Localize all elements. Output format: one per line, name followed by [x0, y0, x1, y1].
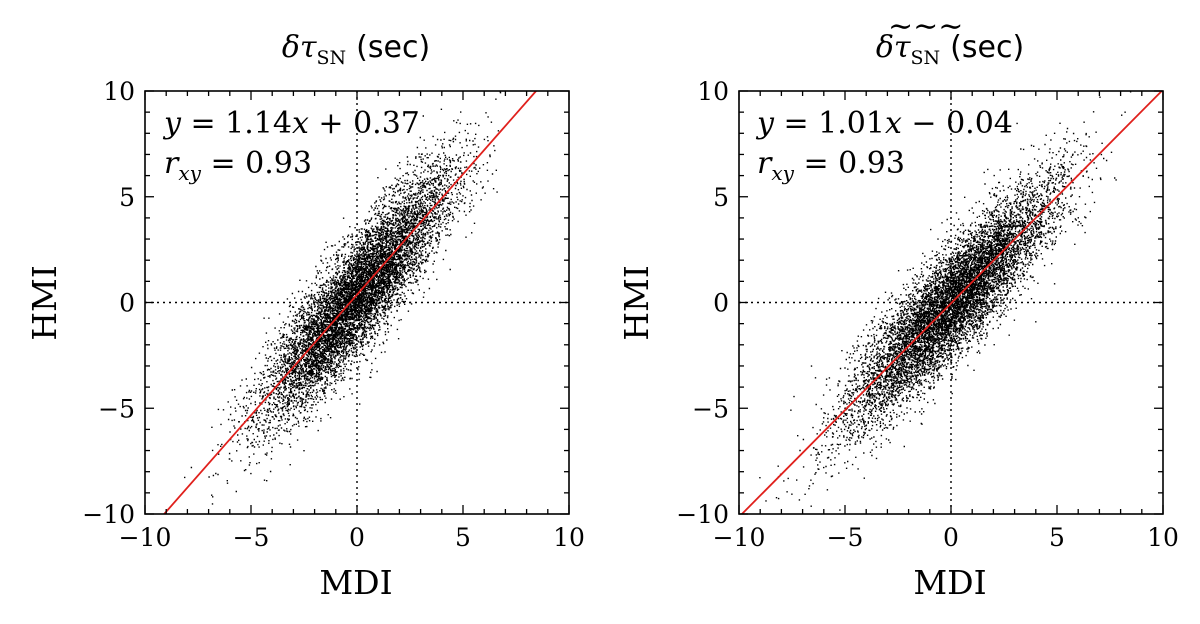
x-tick-label: 0 — [943, 523, 959, 552]
y-tick-label: −10 — [676, 500, 729, 529]
scatter-points — [759, 91, 1132, 511]
x-axis-label: MDI — [319, 563, 392, 602]
plot-area — [738, 90, 1164, 515]
plot-area — [144, 90, 570, 515]
x-tick-label: 5 — [1049, 523, 1065, 552]
axis-ticks — [144, 90, 570, 515]
x-axis-label: MDI — [913, 563, 986, 602]
y-tick-label: 0 — [119, 289, 135, 318]
y-tick-label: 0 — [713, 289, 729, 318]
correlation-label: rxy = 0.93 — [164, 146, 312, 185]
y-tick-label: 5 — [119, 183, 135, 212]
x-tick-label: −10 — [119, 523, 172, 552]
x-tick-label: 5 — [455, 523, 471, 552]
y-tick-label: 10 — [697, 77, 729, 106]
x-tick-label: −5 — [827, 523, 864, 552]
y-tick-label: −5 — [98, 394, 135, 423]
x-tick-label: 10 — [1147, 523, 1179, 552]
y-tick-label: −5 — [692, 394, 729, 423]
axis-ticks — [738, 90, 1164, 515]
panel-title: δτSN (sec) — [282, 30, 430, 69]
x-tick-label: 0 — [349, 523, 365, 552]
correlation-label: rxy = 0.93 — [757, 146, 905, 185]
fit-line — [163, 90, 537, 515]
panel-title: δτSN (sec) — [876, 30, 1024, 69]
x-tick-label: −10 — [713, 523, 766, 552]
y-tick-label: 5 — [713, 183, 729, 212]
y-tick-label: 10 — [103, 77, 135, 106]
x-tick-label: 10 — [553, 523, 585, 552]
scatter-panel-right: δτSN (sec) ∼∼∼ y = 1.01x − 0.04 rxy = 0.9… — [617, 9, 1179, 602]
scatter-point-cloud — [759, 91, 1132, 511]
fit-equation: y = 1.14x + 0.37 — [162, 106, 420, 141]
y-tick-label: −10 — [82, 500, 135, 529]
fit-line — [741, 90, 1163, 515]
x-tick-label: −5 — [233, 523, 270, 552]
y-axis-label: HMI — [617, 265, 656, 341]
title-tilde: ∼∼∼ — [888, 9, 963, 44]
scatter-panel-left: δτSN (sec) y = 1.14x + 0.37 rxy = 0.93 MD… — [25, 30, 585, 602]
y-axis-label: HMI — [25, 265, 64, 341]
fit-equation: y = 1.01x − 0.04 — [755, 106, 1013, 141]
